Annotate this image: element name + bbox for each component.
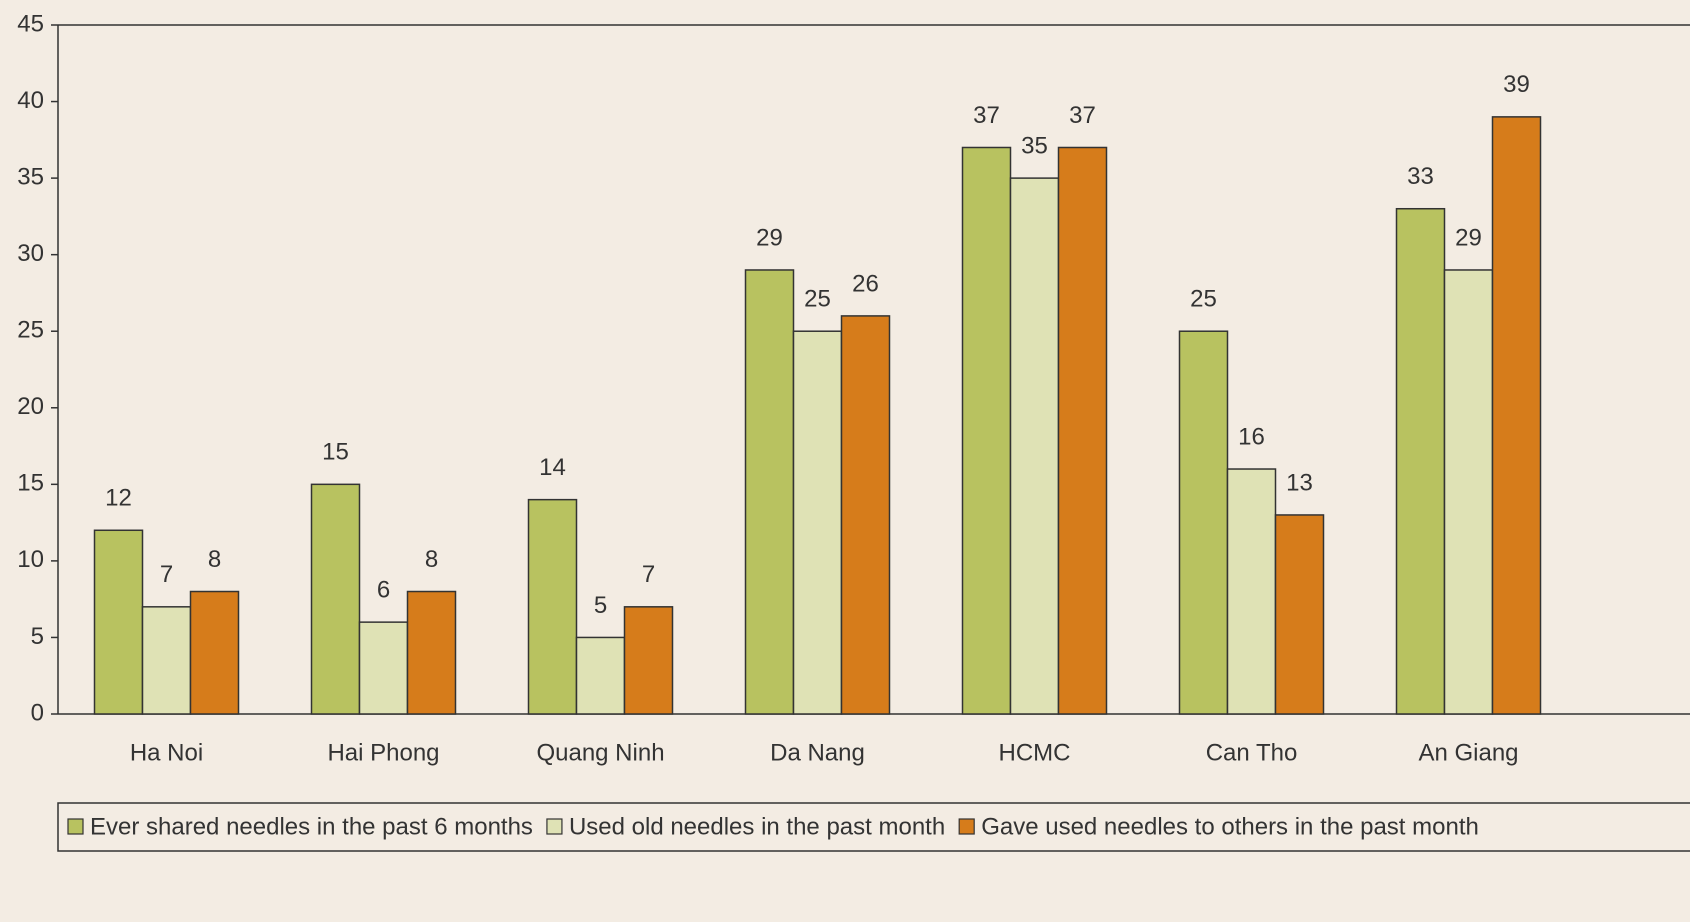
x-tick-label: HCMC [999, 739, 1071, 766]
x-tick-label: Can Tho [1206, 739, 1298, 766]
x-tick-label: Hai Phong [327, 739, 439, 766]
data-label: 13 [1286, 469, 1313, 496]
data-label: 15 [322, 439, 349, 466]
legend-label: Ever shared needles in the past 6 months [90, 813, 533, 840]
y-tick-label: 40 [17, 87, 44, 114]
bar [93, 529, 144, 715]
bar [527, 498, 578, 715]
bar [1491, 116, 1542, 715]
y-tick-label: 5 [31, 623, 44, 650]
data-label: 35 [1021, 132, 1048, 159]
bar [575, 636, 626, 715]
data-label: 25 [1190, 286, 1217, 313]
bar [792, 330, 843, 715]
y-tick-label: 25 [17, 317, 44, 344]
y-tick-label: 35 [17, 163, 44, 190]
bar [744, 269, 795, 715]
y-tick-label: 15 [17, 470, 44, 497]
data-label: 14 [539, 454, 566, 481]
bar [1274, 514, 1325, 715]
bar [189, 590, 240, 715]
bar [310, 483, 361, 715]
y-tick-label: 0 [31, 699, 44, 726]
data-label: 37 [973, 102, 1000, 129]
data-label: 37 [1069, 102, 1096, 129]
bar [961, 146, 1012, 715]
bar [1443, 269, 1494, 715]
x-tick-label: Quang Ninh [536, 739, 664, 766]
data-label: 12 [105, 485, 132, 512]
legend-swatch [958, 818, 975, 835]
y-tick-label: 20 [17, 393, 44, 420]
data-label: 39 [1503, 71, 1530, 98]
bar [406, 590, 457, 715]
bar [1395, 207, 1446, 715]
x-tick-label: An Giang [1418, 739, 1518, 766]
bar [1057, 146, 1108, 715]
data-label: 25 [804, 286, 831, 313]
x-tick-label: Da Nang [770, 739, 865, 766]
data-label: 29 [1455, 224, 1482, 251]
data-label: 7 [642, 561, 655, 588]
legend-label: Used old needles in the past month [569, 813, 945, 840]
bar [1226, 468, 1277, 715]
bar [358, 621, 409, 715]
data-label: 8 [425, 546, 438, 573]
bar [623, 606, 674, 715]
bar [1009, 177, 1060, 715]
x-tick-label: Ha Noi [130, 739, 203, 766]
bar [840, 315, 891, 715]
legend-swatch [67, 818, 84, 835]
data-label: 33 [1407, 163, 1434, 190]
data-label: 29 [756, 224, 783, 251]
y-tick-label: 45 [17, 10, 44, 37]
data-label: 16 [1238, 423, 1265, 450]
y-tick-label: 30 [17, 240, 44, 267]
data-label: 6 [377, 576, 390, 603]
data-label: 26 [852, 270, 879, 297]
bar [1178, 330, 1229, 715]
data-label: 7 [160, 561, 173, 588]
legend-swatch [546, 818, 563, 835]
data-label: 8 [208, 546, 221, 573]
legend-box [57, 802, 1690, 852]
y-tick-label: 10 [17, 546, 44, 573]
bar [141, 606, 192, 715]
legend-label: Gave used needles to others in the past … [981, 813, 1479, 840]
data-label: 5 [594, 592, 607, 619]
